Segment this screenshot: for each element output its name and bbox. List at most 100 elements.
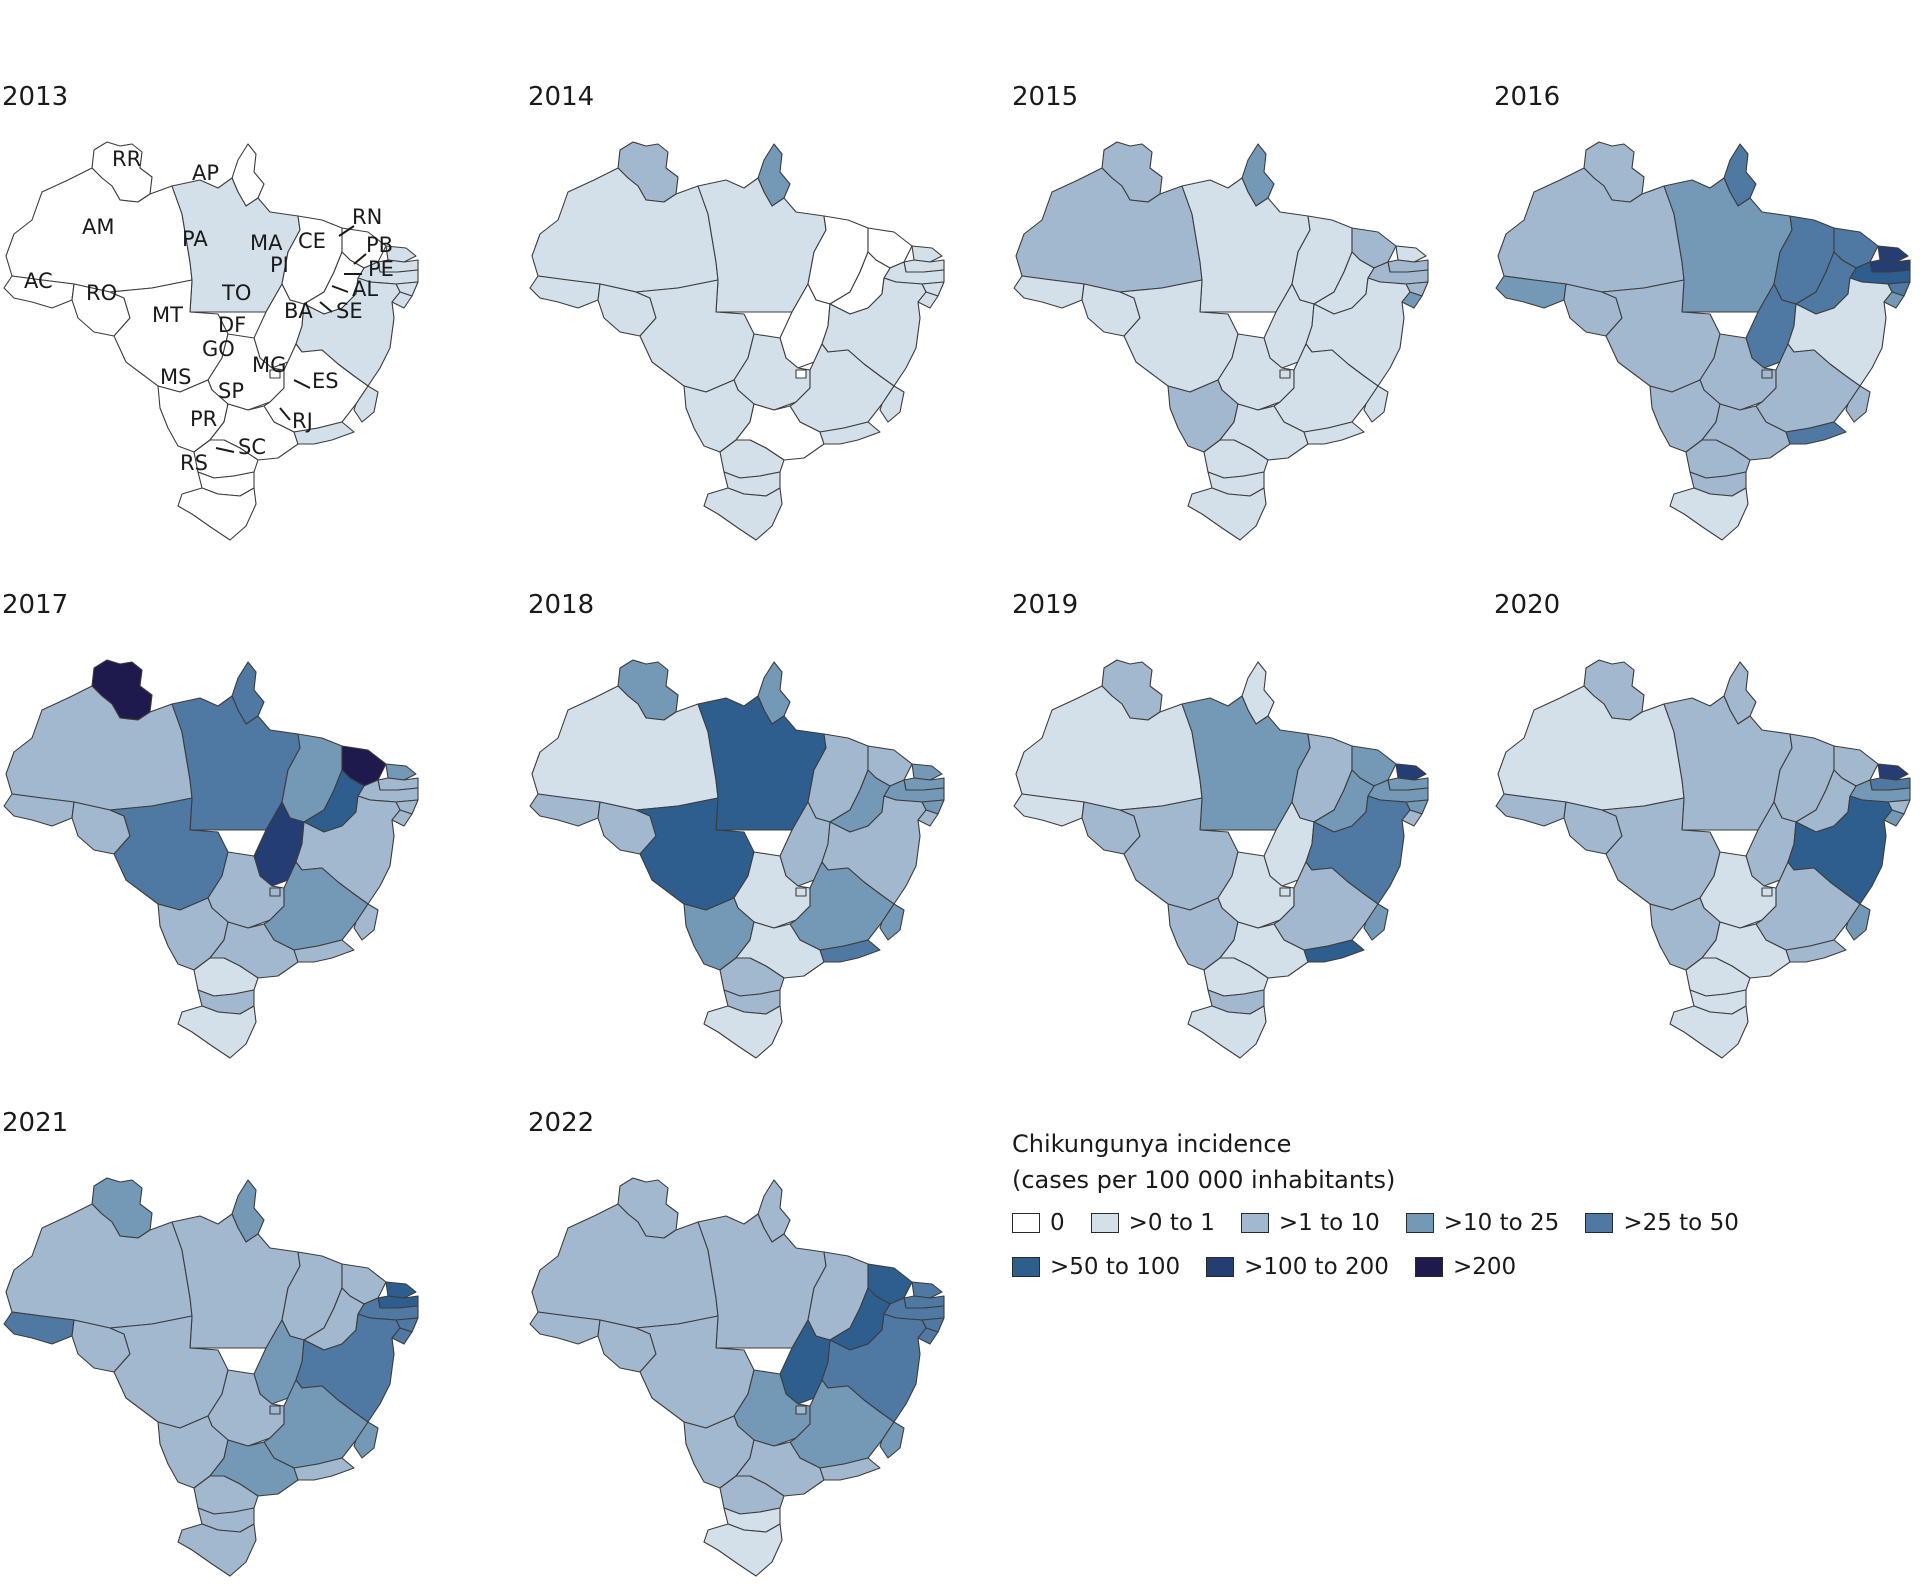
- map-panel-2013: 2013 RR AP AM PA MA CE RN PB PE AL SE PI AC RO MT TO BA DF…: [2, 82, 442, 556]
- state-label-go: GO: [202, 337, 235, 361]
- state-es: [353, 1421, 379, 1459]
- state-ac: [1013, 793, 1085, 827]
- state-label-pi: PI: [270, 253, 289, 277]
- brazil-map-2022: [529, 1177, 945, 1577]
- state-rs: [177, 1523, 257, 1577]
- state-am: [1497, 685, 1685, 811]
- year-label: 2021: [2, 1108, 69, 1138]
- state-df: [795, 887, 807, 897]
- year-label: 2018: [528, 590, 595, 620]
- legend-item-5: >50 to 100: [1012, 1254, 1180, 1280]
- state-ac: [529, 275, 601, 309]
- state-rj: [819, 1457, 881, 1481]
- state-label-ac: AC: [24, 269, 53, 293]
- state-label-sc: SC: [238, 435, 266, 459]
- legend-item-1: >0 to 1: [1090, 1210, 1215, 1236]
- state-rn: [1395, 245, 1427, 263]
- legend-label-4: >25 to 50: [1623, 1210, 1739, 1236]
- brazil-map-2018: [529, 659, 945, 1059]
- state-rn: [385, 245, 417, 263]
- year-label: 2019: [1012, 590, 1079, 620]
- state-ac: [529, 793, 601, 827]
- state-es: [1363, 385, 1389, 423]
- state-ac: [1495, 275, 1567, 309]
- year-label: 2013: [2, 82, 69, 112]
- state-es: [1845, 385, 1871, 423]
- state-rn: [911, 1281, 943, 1299]
- state-rs: [703, 1523, 783, 1577]
- state-label-mg: MG: [252, 353, 286, 377]
- state-rj: [1303, 421, 1365, 445]
- state-df: [1279, 887, 1291, 897]
- map-panel-2014: 2014: [528, 82, 968, 556]
- legend-swatch-3: [1405, 1213, 1434, 1233]
- state-df: [1761, 887, 1773, 897]
- state-ac: [3, 1311, 75, 1345]
- state-label-pa: PA: [182, 227, 208, 251]
- legend-item-3: >10 to 25: [1405, 1210, 1559, 1236]
- brazil-map-2021: [3, 1177, 419, 1577]
- state-df: [795, 1405, 807, 1415]
- legend-swatch-2: [1240, 1213, 1269, 1233]
- state-mg: [789, 861, 895, 951]
- state-es: [879, 385, 905, 423]
- state-df: [269, 369, 281, 379]
- state-mg: [1755, 861, 1861, 951]
- state-label-pe: PE: [368, 257, 394, 281]
- state-rs: [1669, 487, 1749, 541]
- map-panel-2020: 2020: [1494, 590, 1920, 1064]
- state-df: [1279, 369, 1291, 379]
- state-rj: [1785, 939, 1847, 963]
- state-label-ms: MS: [160, 365, 191, 389]
- state-rj: [293, 421, 355, 445]
- legend-title-line2: (cases per 100 000 inhabitants): [1012, 1166, 1396, 1194]
- map-panel-2017: 2017: [2, 590, 442, 1064]
- state-am: [531, 685, 719, 811]
- state-ac: [529, 1311, 601, 1345]
- legend-label-0: 0: [1050, 1210, 1065, 1236]
- state-df: [269, 1405, 281, 1415]
- state-mg: [263, 861, 369, 951]
- state-es: [1845, 903, 1871, 941]
- state-label-to: TO: [221, 281, 251, 305]
- state-rs: [703, 487, 783, 541]
- map-panel-2022: 2022: [528, 1108, 968, 1582]
- state-label-pb: PB: [366, 233, 393, 257]
- state-es: [353, 903, 379, 941]
- state-mg: [1273, 861, 1379, 951]
- leader-line-sc: [215, 447, 235, 453]
- brazil-map-2020: [1495, 659, 1911, 1059]
- brazil-map-2016: [1495, 141, 1911, 541]
- state-ac: [3, 793, 75, 827]
- state-rs: [1669, 1005, 1749, 1059]
- state-label-se: SE: [336, 299, 363, 323]
- state-rj: [293, 939, 355, 963]
- state-am: [531, 1203, 719, 1329]
- year-label: 2014: [528, 82, 595, 112]
- state-label-rs: RS: [180, 451, 208, 475]
- state-rj: [293, 1457, 355, 1481]
- state-label-rn: RN: [352, 205, 382, 229]
- state-label-ba: BA: [284, 299, 313, 323]
- state-label-rj: RJ: [292, 409, 313, 433]
- leader-line-pb: [353, 253, 367, 265]
- state-label-es: ES: [312, 369, 339, 393]
- year-label: 2016: [1494, 82, 1561, 112]
- state-label-mt: MT: [152, 303, 183, 327]
- map-panel-2019: 2019: [1012, 590, 1452, 1064]
- state-label-df: DF: [218, 313, 246, 337]
- leader-line-se: [319, 301, 333, 313]
- state-label-rr: RR: [112, 147, 141, 171]
- state-es: [353, 385, 379, 423]
- leader-line-al: [331, 285, 349, 293]
- state-rn: [1395, 763, 1427, 781]
- legend-label-7: >200: [1452, 1254, 1517, 1280]
- year-label: 2015: [1012, 82, 1079, 112]
- legend-item-7: >200: [1414, 1254, 1517, 1280]
- state-label-ro: RO: [86, 281, 117, 305]
- map-panel-2016: 2016: [1494, 82, 1920, 556]
- legend-row-1: 0 >0 to 1 >1 to 10 >10 to 25 >25 to 50: [1012, 1204, 1812, 1242]
- state-label-ce: CE: [298, 229, 326, 253]
- state-rn: [911, 245, 943, 263]
